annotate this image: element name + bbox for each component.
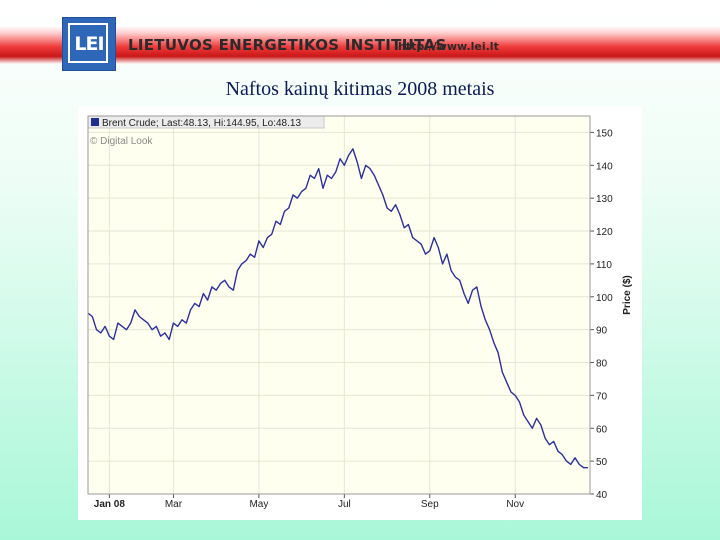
- institute-name: LIETUVOS ENERGETIKOS INSTITUTAS: [128, 36, 447, 54]
- price-chart: 40 50 60 70 80 90 100 110 120 130 140 150 Jan 08 Mar M…: [87, 115, 633, 510]
- logo-text: LEI: [74, 33, 104, 55]
- series-line-brent-crude: [87, 148, 588, 469]
- y-tick-label: 120: [596, 227, 613, 238]
- y-tick-label: 90: [596, 326, 608, 337]
- institute-logo: LEI: [62, 17, 116, 71]
- plot-border: [87, 115, 591, 495]
- y-tick-label: 110: [596, 260, 612, 271]
- y-tick-label: 50: [596, 457, 608, 468]
- logo-frame: LEI: [68, 23, 108, 63]
- y-tick-label: 40: [596, 490, 608, 501]
- y-tick-label: 70: [596, 391, 608, 402]
- chart-panel: 40 50 60 70 80 90 100 110 120 130 140 150 Jan 08 Mar M…: [78, 106, 642, 520]
- y-tick-label: 140: [596, 161, 613, 172]
- y-tick-label: 100: [596, 293, 613, 304]
- y-tick-label: 130: [596, 194, 613, 205]
- x-tick-label: May: [249, 499, 268, 510]
- legend-marker: [91, 118, 99, 126]
- y-tick-label: 60: [596, 424, 608, 435]
- x-tick-label: Jan 08: [94, 499, 126, 510]
- institute-url[interactable]: http://www.lei.lt: [398, 40, 499, 53]
- y-tick-label: 80: [596, 359, 608, 370]
- x-tick-label: Mar: [165, 499, 183, 510]
- y-tick-label: 150: [596, 128, 613, 139]
- slide-title: Naftos kainų kitimas 2008 metais: [225, 78, 495, 100]
- x-tick-label: Nov: [506, 499, 524, 510]
- x-tick-label: Sep: [421, 499, 439, 510]
- x-tick-label: Jul: [338, 499, 351, 510]
- plot-area: [87, 115, 591, 495]
- legend-label: Brent Crude; Last:48.13, Hi:144.95, Lo:4…: [102, 118, 301, 129]
- y-axis-label: Price ($): [622, 275, 633, 314]
- header-banner: [0, 26, 720, 64]
- watermark-text: © Digital Look: [90, 136, 153, 147]
